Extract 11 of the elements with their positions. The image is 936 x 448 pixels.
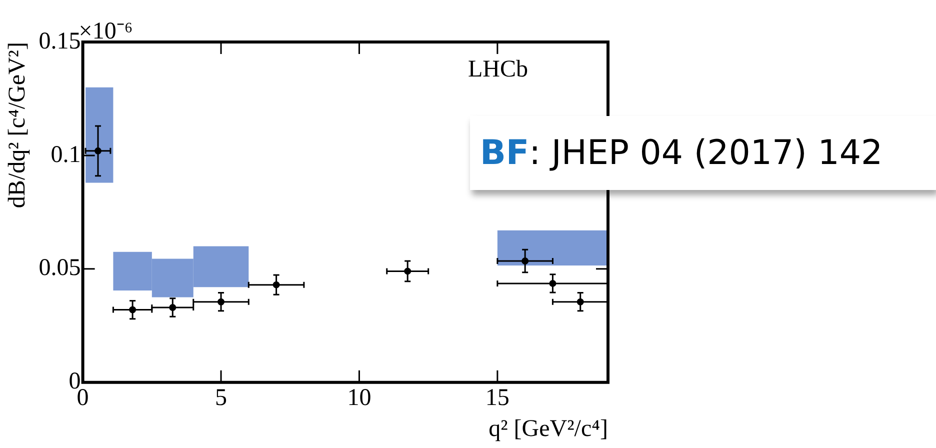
y-axis-title: dB/dq² [c⁴/GeV²] [4, 42, 31, 208]
x-tick-label: 5 [215, 385, 228, 412]
y-tick-label: 0.15 [38, 28, 81, 54]
x-tick-label: 15 [485, 385, 510, 412]
annotation: ×10⁻⁶ [78, 18, 133, 44]
annotation: LHCb [468, 56, 528, 82]
y-tick-label: 0.05 [38, 255, 81, 282]
x-axis-title: q² [GeV²/c⁴] [488, 416, 608, 442]
x-tick-label: 10 [347, 385, 372, 412]
annotation: BF: JHEP 04 (2017) 142 [470, 116, 936, 190]
y-tick-label: 0.1 [50, 142, 81, 168]
